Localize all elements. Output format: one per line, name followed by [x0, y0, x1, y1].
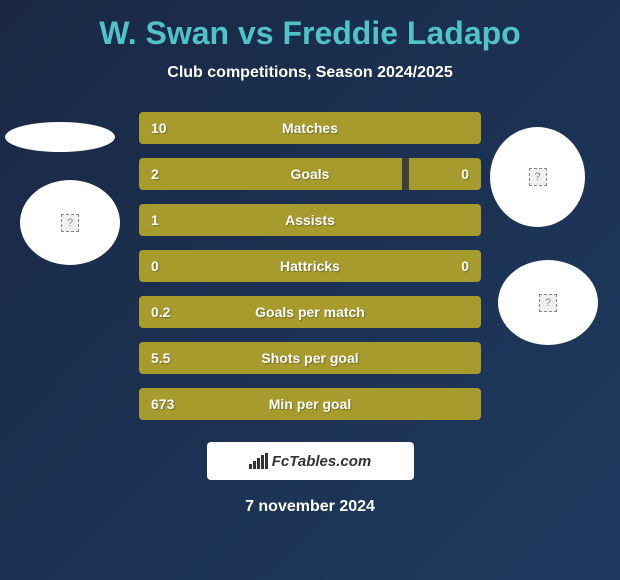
stat-value-right: 0 [461, 166, 469, 182]
stat-label: Matches [282, 120, 338, 136]
stat-bar: 1 Assists [139, 204, 481, 236]
comparison-title: W. Swan vs Freddie Ladapo [0, 0, 620, 52]
stat-value-left: 0 [151, 258, 159, 274]
season-subtitle: Club competitions, Season 2024/2025 [0, 64, 620, 82]
stat-value-left: 2 [151, 166, 159, 182]
placeholder-icon: ? [61, 214, 79, 232]
stats-container: 10 Matches 2 Goals 0 1 Assists 0 Hattricks 0 0.2 Go… [139, 112, 481, 420]
chart-icon [249, 453, 268, 469]
stat-value-left: 5.5 [151, 350, 170, 366]
stat-bar: 673 Min per goal [139, 388, 481, 420]
player-circle-2: ? [20, 180, 120, 265]
stat-label: Shots per goal [261, 350, 358, 366]
stat-fill-left [139, 158, 402, 190]
player-circle-3: ? [490, 127, 585, 227]
stat-label: Assists [285, 212, 335, 228]
stat-value-left: 673 [151, 396, 174, 412]
footer-badge: FcTables.com [207, 442, 414, 480]
stat-bar: 0.2 Goals per match [139, 296, 481, 328]
brand-text: FcTables.com [272, 453, 371, 470]
player-circle-4: ? [498, 260, 598, 345]
placeholder-icon: ? [539, 294, 557, 312]
stat-bar: 5.5 Shots per goal [139, 342, 481, 374]
stat-label: Hattricks [280, 258, 340, 274]
stat-value-left: 10 [151, 120, 167, 136]
stat-bar: 10 Matches [139, 112, 481, 144]
stat-value-left: 1 [151, 212, 159, 228]
stat-value-right: 0 [461, 258, 469, 274]
stat-value-left: 0.2 [151, 304, 170, 320]
stat-label: Goals per match [255, 304, 365, 320]
player-circle-1 [5, 122, 115, 152]
stat-bar: 0 Hattricks 0 [139, 250, 481, 282]
stat-label: Min per goal [269, 396, 351, 412]
stat-label: Goals [291, 166, 330, 182]
stat-bar: 2 Goals 0 [139, 158, 481, 190]
stat-fill-right [409, 158, 481, 190]
placeholder-icon: ? [529, 168, 547, 186]
date-text: 7 november 2024 [0, 498, 620, 516]
